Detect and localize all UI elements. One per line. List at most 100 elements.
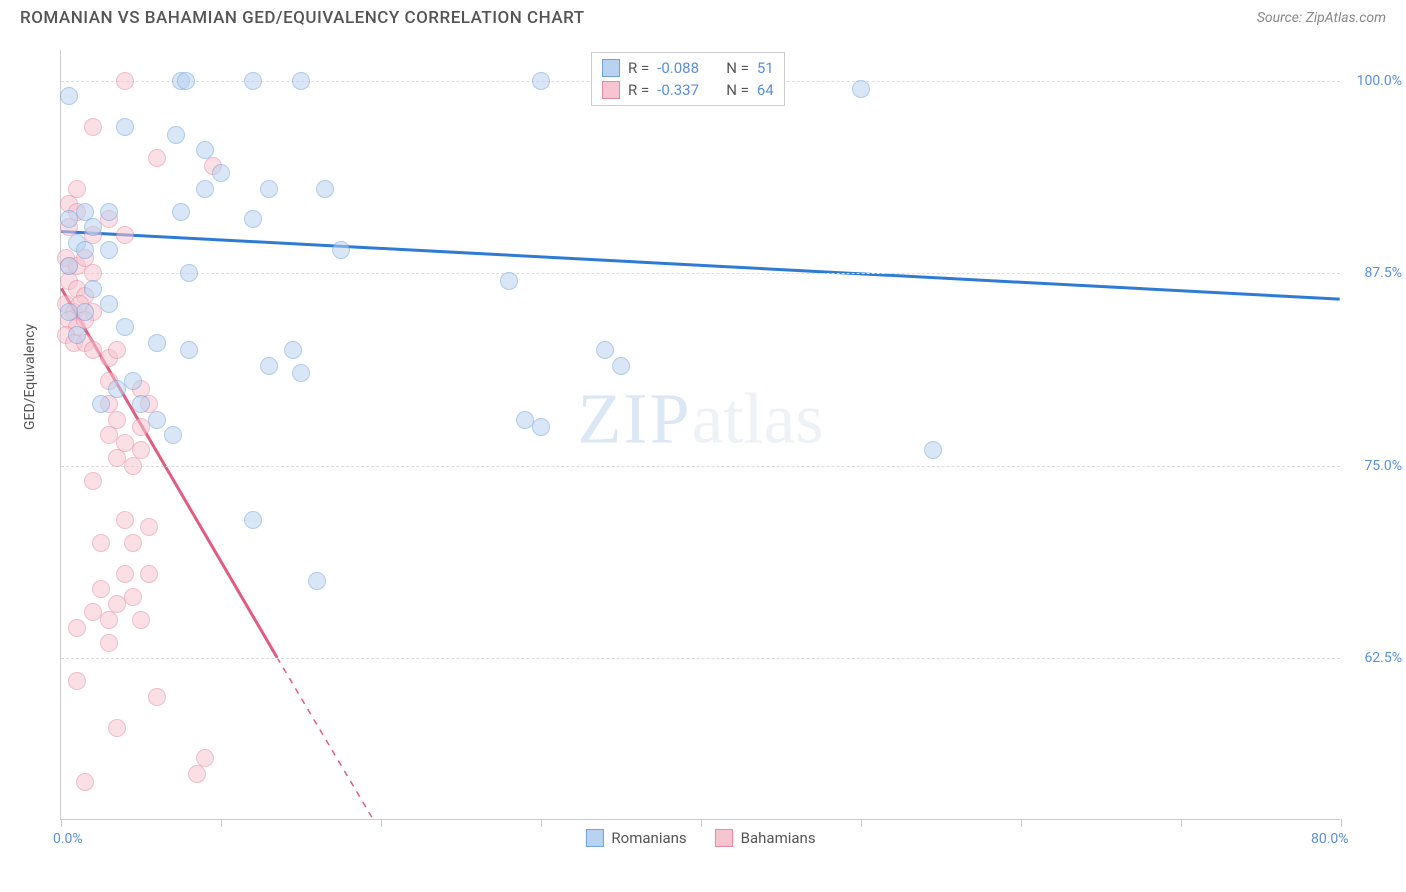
legend-r-value: -0.088 (657, 59, 712, 77)
data-point-bahamians (124, 457, 142, 475)
legend-n-label: N = (726, 59, 749, 77)
x-tick (61, 819, 62, 827)
data-point-romanians (532, 418, 550, 436)
data-point-romanians (76, 303, 94, 321)
data-point-romanians (177, 72, 195, 90)
data-point-romanians (332, 241, 350, 259)
watermark: ZIPatlas (578, 378, 824, 461)
legend-series-label: Romanians (611, 829, 686, 847)
legend-r-value: -0.337 (657, 81, 712, 99)
data-point-romanians (124, 372, 142, 390)
data-point-bahamians (124, 588, 142, 606)
x-tick (1021, 819, 1022, 827)
data-point-romanians (84, 218, 102, 236)
legend-n-value: 51 (757, 59, 774, 77)
data-point-romanians (196, 180, 214, 198)
x-tick (381, 819, 382, 827)
x-tick (541, 819, 542, 827)
data-point-bahamians (92, 580, 110, 598)
data-point-bahamians (140, 518, 158, 536)
data-point-romanians (92, 395, 110, 413)
data-point-bahamians (188, 765, 206, 783)
watermark-atlas: atlas (692, 379, 824, 459)
x-tick-label: 80.0% (1311, 831, 1349, 847)
legend-n-label: N = (726, 81, 749, 99)
x-tick (221, 819, 222, 827)
data-point-romanians (612, 357, 630, 375)
data-point-romanians (292, 72, 310, 90)
watermark-zip: ZIP (578, 379, 692, 459)
legend-n-value: 64 (757, 81, 774, 99)
y-tick-label: 62.5% (1364, 650, 1402, 666)
data-point-romanians (180, 341, 198, 359)
legend-swatch (715, 829, 733, 847)
data-point-bahamians (68, 672, 86, 690)
data-point-romanians (60, 303, 78, 321)
legend-swatch (602, 81, 620, 99)
data-point-bahamians (116, 72, 134, 90)
data-point-bahamians (124, 534, 142, 552)
data-point-romanians (284, 341, 302, 359)
data-point-romanians (172, 203, 190, 221)
data-point-romanians (148, 411, 166, 429)
data-point-bahamians (116, 511, 134, 529)
data-point-romanians (924, 441, 942, 459)
data-point-romanians (852, 80, 870, 98)
scatter-chart: ZIPatlas 62.5%75.0%87.5%100.0%0.0%80.0%R… (60, 50, 1340, 820)
x-tick (701, 819, 702, 827)
data-point-bahamians (100, 634, 118, 652)
data-point-bahamians (100, 611, 118, 629)
legend-stats-row: R = -0.088 N = 51 (602, 57, 774, 79)
x-tick (1181, 819, 1182, 827)
data-point-romanians (316, 180, 334, 198)
data-point-romanians (100, 295, 118, 313)
gridline (61, 273, 1340, 274)
x-tick (1341, 819, 1342, 827)
y-tick-label: 87.5% (1364, 265, 1402, 281)
legend-stats-row: R = -0.337 N = 64 (602, 79, 774, 101)
legend-series-item: Bahamians (715, 829, 816, 847)
data-point-bahamians (108, 341, 126, 359)
y-tick-label: 75.0% (1364, 458, 1402, 474)
data-point-bahamians (132, 611, 150, 629)
data-point-romanians (100, 203, 118, 221)
data-point-romanians (60, 257, 78, 275)
data-point-romanians (132, 395, 150, 413)
data-point-romanians (167, 126, 185, 144)
data-point-romanians (116, 318, 134, 336)
data-point-bahamians (116, 226, 134, 244)
x-tick (861, 819, 862, 827)
data-point-romanians (196, 141, 214, 159)
legend-r-label: R = (628, 81, 649, 99)
data-point-romanians (84, 280, 102, 298)
data-point-romanians (292, 364, 310, 382)
x-tick-label: 0.0% (53, 831, 83, 847)
data-point-bahamians (148, 149, 166, 167)
data-point-romanians (76, 241, 94, 259)
data-point-bahamians (116, 565, 134, 583)
data-point-bahamians (68, 619, 86, 637)
data-point-bahamians (148, 688, 166, 706)
data-point-bahamians (84, 472, 102, 490)
legend-stats: R = -0.088 N = 51 R = -0.337 N = 64 (591, 52, 785, 106)
data-point-bahamians (92, 534, 110, 552)
data-point-romanians (244, 511, 262, 529)
legend-r-label: R = (628, 59, 649, 77)
data-point-romanians (532, 72, 550, 90)
trend-lines (61, 50, 1340, 819)
data-point-romanians (180, 264, 198, 282)
y-axis-label: GED/Equivalency (22, 324, 38, 430)
data-point-romanians (116, 118, 134, 136)
data-point-romanians (100, 241, 118, 259)
data-point-romanians (308, 572, 326, 590)
chart-header: ROMANIAN VS BAHAMIAN GED/EQUIVALENCY COR… (0, 0, 1406, 40)
legend-series: Romanians Bahamians (585, 829, 815, 847)
legend-swatch (602, 59, 620, 77)
chart-title: ROMANIAN VS BAHAMIAN GED/EQUIVALENCY COR… (20, 8, 585, 28)
data-point-romanians (260, 357, 278, 375)
data-point-bahamians (140, 565, 158, 583)
source-attribution: Source: ZipAtlas.com (1257, 10, 1386, 26)
data-point-bahamians (84, 118, 102, 136)
data-point-romanians (148, 334, 166, 352)
legend-series-label: Bahamians (741, 829, 816, 847)
